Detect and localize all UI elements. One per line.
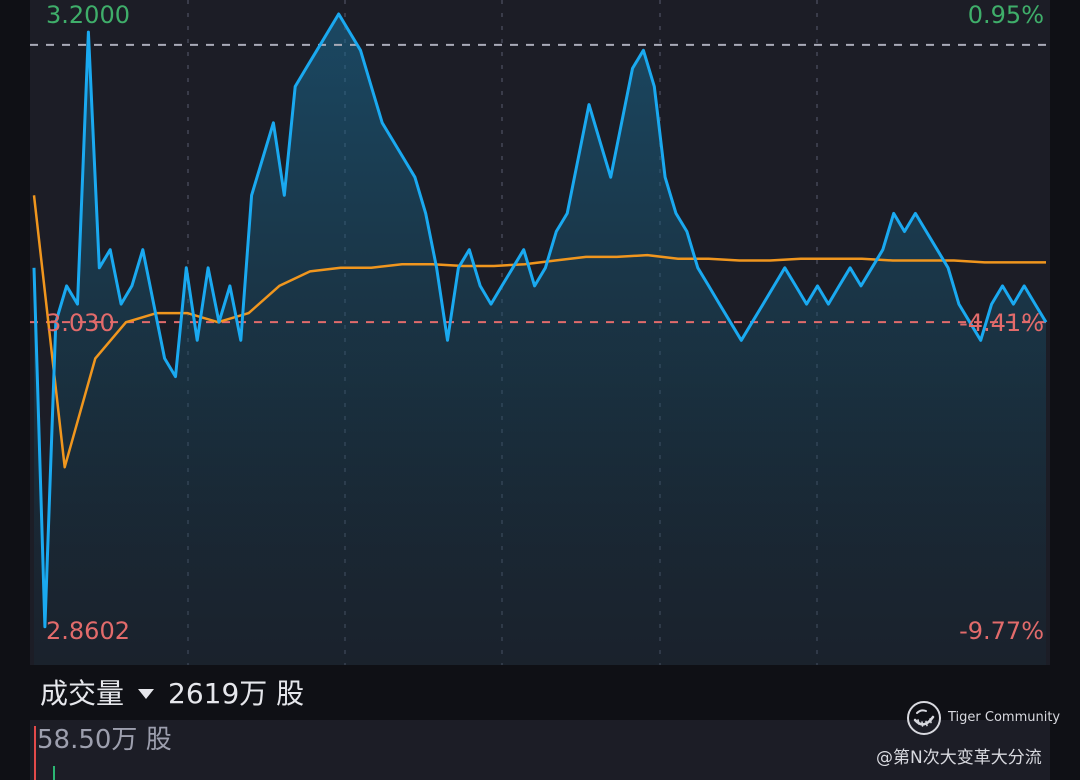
price-axis-low: 2.8602 xyxy=(46,617,130,645)
volume-chart-panel[interactable] xyxy=(30,720,1050,780)
price-area-fill xyxy=(34,14,1046,665)
volume-header xyxy=(0,665,1080,720)
volume-bar xyxy=(34,726,36,780)
caret-down-icon[interactable] xyxy=(138,689,155,699)
volume-title-label: 成交量 xyxy=(40,677,125,710)
percent-axis-low: -9.77% xyxy=(959,617,1044,645)
price-chart-svg[interactable] xyxy=(0,0,1080,665)
watermark-user: @第N次大变革大分流 xyxy=(876,748,1042,768)
percent-axis-prev-close: -4.41% xyxy=(959,309,1044,337)
volume-max-label: 58.50万 股 xyxy=(37,725,172,755)
price-line xyxy=(32,12,1048,629)
price-axis-high: 3.2000 xyxy=(46,1,130,29)
watermark-brand: Tiger Community xyxy=(948,710,1061,725)
price-axis-prev-close: 3.030 xyxy=(46,309,115,337)
volume-bar xyxy=(53,766,55,780)
percent-axis-high: 0.95% xyxy=(967,1,1044,29)
tiger-logo-icon xyxy=(907,701,941,735)
community-watermark: Tiger Community @第N次大变革大分流 xyxy=(876,700,1076,775)
volume-total: 2619万 股 xyxy=(168,677,305,710)
volume-indicator-selector[interactable]: 成交量 2619万 股 xyxy=(40,675,304,713)
